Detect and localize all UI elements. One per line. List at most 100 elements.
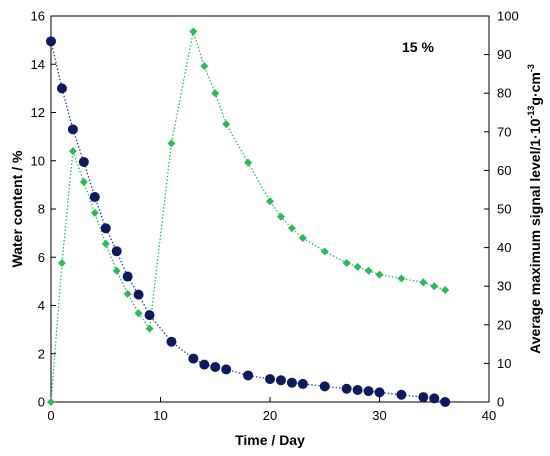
y-axis-right-title-mid: g·cm xyxy=(527,72,543,105)
signal-level-point xyxy=(222,120,231,129)
water-content-point xyxy=(363,386,374,397)
signal-level-point xyxy=(68,147,77,156)
y-right-tick-label: 30 xyxy=(497,279,511,294)
signal-level-point xyxy=(200,62,209,71)
water-content-point xyxy=(429,393,440,404)
right-axis: 0 10 20 30 40 50 60 70 80 90 100 xyxy=(484,9,519,410)
water-content-point xyxy=(396,389,407,400)
water-content-point xyxy=(286,377,297,388)
water-content-point xyxy=(210,362,221,373)
water-content-point xyxy=(166,336,177,347)
signal-level-point xyxy=(57,259,66,268)
y-left-tick-label: 2 xyxy=(38,346,45,361)
y-left-tick-label: 16 xyxy=(31,9,45,24)
signal-level-point xyxy=(90,208,99,217)
water-content-point xyxy=(265,374,275,385)
y-left-tick-label: 12 xyxy=(31,105,45,120)
y-left-tick-label: 6 xyxy=(38,250,45,265)
x-axis-title: Time / Day xyxy=(235,432,305,448)
signal-level-point xyxy=(441,286,450,295)
water-content-point xyxy=(352,384,363,395)
water-content-point xyxy=(67,124,78,135)
y-right-tick-label: 10 xyxy=(497,356,511,371)
y-right-tick-label: 20 xyxy=(497,317,511,332)
signal-level-point xyxy=(123,289,132,298)
signal-level-point xyxy=(353,262,362,271)
y-right-tick-label: 60 xyxy=(497,163,511,178)
water-content-point xyxy=(111,246,122,257)
signal-level-point xyxy=(244,158,253,167)
x-tick-label: 0 xyxy=(47,408,54,423)
annotation-label: 15 % xyxy=(402,39,434,55)
y-left-tick-label: 14 xyxy=(31,57,45,72)
signal-level-point xyxy=(375,270,384,279)
signal-level-point xyxy=(397,274,406,283)
y-right-tick-label: 90 xyxy=(497,47,511,62)
y-left-tick-label: 0 xyxy=(38,395,45,410)
water-content-point xyxy=(275,375,286,386)
water-content-point xyxy=(144,310,155,321)
series-left-line xyxy=(50,41,446,403)
water-content-point xyxy=(221,364,232,375)
signal-level-point xyxy=(145,324,154,333)
y-left-tick-label: 4 xyxy=(38,298,45,313)
signal-level-point xyxy=(430,282,439,291)
y-axis-left-title: Water content / % xyxy=(9,150,25,267)
water-content-point xyxy=(297,378,308,389)
water-content-point xyxy=(89,191,100,202)
water-content-point xyxy=(374,387,385,398)
signal-level-point xyxy=(189,27,198,36)
y-right-tick-label: 40 xyxy=(497,240,511,255)
water-content-point xyxy=(122,271,133,282)
y-right-tick-label: 70 xyxy=(497,124,511,139)
y-right-tick-label: 80 xyxy=(497,86,511,101)
x-tick-label: 20 xyxy=(263,408,277,423)
water-content-point xyxy=(341,383,352,394)
water-content-point xyxy=(100,223,111,234)
signal-level-point xyxy=(101,239,110,248)
series-markers xyxy=(46,27,451,407)
water-content-point xyxy=(243,370,254,381)
y-axis-right-title: Average maximum signal level/1·10-13g·cm… xyxy=(526,64,543,354)
signal-level-point xyxy=(342,259,351,268)
signal-level-point xyxy=(364,266,373,275)
plot-area xyxy=(50,15,490,403)
signal-level-point xyxy=(320,247,329,256)
signal-level-point xyxy=(134,309,143,318)
y-axis-right-title-prefix: Average maximum signal level/1·10 xyxy=(527,118,543,353)
water-content-point xyxy=(78,156,89,167)
signal-level-point xyxy=(419,278,428,287)
y-right-tick-label: 0 xyxy=(497,395,504,410)
water-content-point xyxy=(188,353,199,364)
signal-level-point xyxy=(47,398,55,406)
x-axis: 0 10 20 30 40 xyxy=(47,397,496,423)
signal-level-point xyxy=(211,89,220,98)
signal-level-point xyxy=(298,233,307,242)
water-content-point xyxy=(56,83,67,94)
signal-level-point xyxy=(266,197,274,206)
x-tick-label: 30 xyxy=(372,408,386,423)
water-content-point xyxy=(319,381,330,392)
water-content-point xyxy=(418,392,429,403)
left-axis: 0 2 4 6 8 10 12 14 16 xyxy=(31,9,56,410)
series-lines xyxy=(50,31,446,403)
y-left-tick-label: 8 xyxy=(38,202,45,217)
water-content-point xyxy=(199,359,210,370)
water-content-point xyxy=(440,397,451,407)
x-tick-label: 10 xyxy=(153,408,167,423)
signal-level-point xyxy=(112,266,121,275)
signal-level-point xyxy=(79,177,88,186)
x-tick-label: 40 xyxy=(482,408,496,423)
y-right-tick-label: 100 xyxy=(497,9,519,24)
water-content-point xyxy=(46,36,56,47)
signal-level-point xyxy=(167,139,176,148)
signal-level-point xyxy=(287,224,296,233)
y-axis-right-title-exp2: -3 xyxy=(526,64,536,72)
y-axis-right-title-exp: -13 xyxy=(526,106,536,119)
y-right-tick-label: 50 xyxy=(497,202,511,217)
series-right-line xyxy=(50,31,446,403)
y-left-tick-label: 10 xyxy=(31,153,45,168)
water-content-point xyxy=(133,289,144,300)
signal-level-point xyxy=(276,212,285,221)
